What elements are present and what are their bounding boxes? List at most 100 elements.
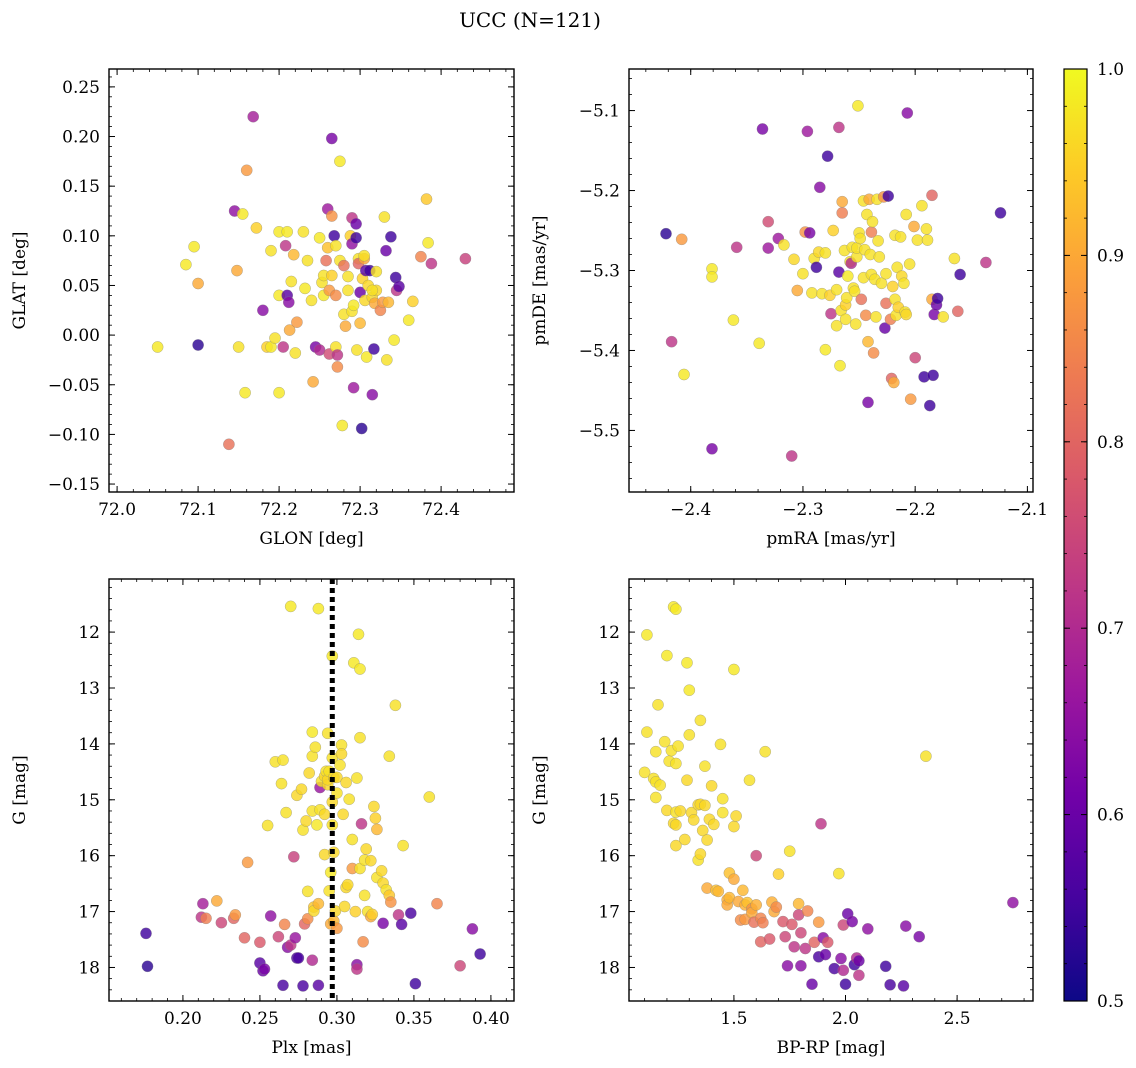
data-point [368, 343, 380, 355]
data-point [277, 754, 289, 766]
data-point [347, 381, 360, 394]
data-point [815, 817, 827, 830]
x-tick-label: 72.1 [179, 500, 217, 520]
data-point [836, 195, 849, 208]
x-tick-label: 0.30 [318, 1009, 356, 1029]
data-point [730, 810, 742, 822]
data-point [275, 777, 288, 790]
data-point [312, 979, 325, 992]
y-tick-label: 13 [598, 679, 620, 699]
data-point [786, 918, 798, 931]
data-point [334, 155, 346, 168]
data-point [425, 257, 438, 270]
data-point [926, 189, 938, 202]
y-tick-label: 0.00 [62, 326, 100, 346]
data-point [665, 335, 678, 348]
y-tick-label: 17 [78, 903, 100, 923]
data-point [848, 285, 861, 298]
data-point [264, 910, 277, 922]
data-point [258, 963, 271, 975]
data-point [835, 952, 847, 965]
y-tick-label: 18 [598, 958, 620, 978]
data-point [277, 341, 290, 353]
data-point [309, 741, 322, 754]
y-tick-label: 16 [78, 847, 100, 867]
data-point [825, 307, 837, 320]
data-point [306, 954, 319, 967]
data-point [904, 393, 917, 406]
data-point [340, 776, 352, 789]
data-point [292, 952, 305, 964]
colorbar-tick-label: 0.7 [1097, 619, 1124, 639]
data-point [812, 916, 825, 929]
data-point [346, 833, 359, 846]
colorbar-tick-label: 0.6 [1097, 806, 1124, 826]
data-point [297, 225, 310, 238]
data-point [355, 817, 368, 830]
x-tick-label: 72.4 [422, 500, 460, 520]
data-point [894, 231, 907, 243]
data-point [908, 220, 920, 233]
x-tick-label: 72.3 [341, 500, 379, 520]
data-point [875, 277, 888, 290]
data-point [855, 293, 868, 306]
x-axis-label: GLON [deg] [259, 529, 363, 549]
data-point [369, 812, 382, 825]
y-tick-label: 0.05 [62, 276, 100, 296]
y-tick-label: 14 [598, 735, 620, 755]
data-point [683, 729, 696, 741]
x-tick-label: −2.2 [895, 500, 936, 520]
y-tick-label: −5.5 [579, 421, 620, 441]
data-point [980, 256, 992, 269]
y-tick-label: 15 [598, 791, 620, 811]
data-point [236, 208, 249, 220]
data-point [913, 930, 926, 943]
data-point [141, 960, 154, 973]
data-point [301, 254, 314, 267]
data-point [821, 936, 834, 949]
data-point [287, 248, 300, 261]
data-point [830, 319, 843, 332]
axes-frame [628, 68, 1034, 493]
x-tick-label: −2.1 [1007, 500, 1048, 520]
data-point [879, 960, 892, 973]
data-point [821, 150, 834, 163]
data-point [247, 110, 260, 123]
data-point [377, 917, 389, 930]
x-tick-label: 2.5 [944, 1009, 971, 1029]
y-tick-label: 13 [78, 679, 100, 699]
data-point [660, 227, 672, 240]
scatter-points [151, 110, 472, 451]
data-point [803, 227, 816, 239]
y-tick-label: −0.10 [48, 425, 100, 445]
y-tick-label: 17 [598, 903, 620, 923]
y-tick-label: 12 [598, 623, 620, 643]
data-point [743, 774, 756, 787]
data-point [277, 979, 289, 992]
data-point [834, 359, 846, 372]
data-point [728, 873, 740, 886]
data-point [368, 800, 380, 813]
data-point [299, 282, 311, 295]
data-point [900, 208, 913, 221]
data-point [238, 931, 251, 944]
data-point [833, 121, 845, 134]
data-point [785, 450, 798, 462]
data-point [778, 239, 790, 251]
data-point [257, 304, 269, 317]
data-point [303, 767, 316, 779]
data-point [762, 242, 775, 254]
data-point [810, 261, 823, 274]
data-point [279, 239, 292, 252]
x-tick-label: 0.25 [241, 1009, 279, 1029]
data-point [336, 419, 349, 432]
data-point [301, 885, 314, 898]
data-point [459, 252, 472, 265]
data-point [887, 376, 900, 389]
y-axis-label: G [mag] [10, 755, 30, 824]
data-point [670, 819, 682, 831]
data-point [261, 819, 274, 832]
data-point [909, 351, 922, 364]
data-point [792, 897, 805, 910]
data-point [300, 815, 312, 827]
